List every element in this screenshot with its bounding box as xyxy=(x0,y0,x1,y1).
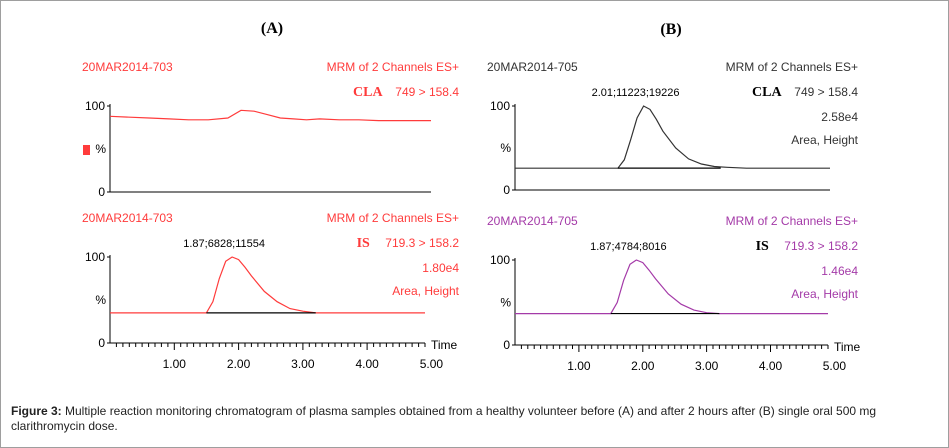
panel-b-xtick-4.00: 4.00 xyxy=(759,359,783,373)
panel-a-channel-2-ytick-0: 0 xyxy=(98,336,105,350)
panel-b-channel-2-ytick-100: 100 xyxy=(490,253,510,267)
panel-b-channel-2-ytick-0: 0 xyxy=(503,338,510,352)
panel-a-channel-1-ytick-0: 0 xyxy=(98,185,105,199)
panel-a-xlabel: Time xyxy=(431,338,458,352)
panel-a-xtick-1.00: 1.00 xyxy=(163,357,187,371)
panel-a-channel-2-transition: 719.3 > 158.2 xyxy=(385,236,459,250)
panel-b-xtick-5.00: 5.00 xyxy=(823,359,847,373)
panel-b-channel-1-ytick-percent: % xyxy=(500,141,511,155)
panel-b-channel-1-trace xyxy=(515,105,830,169)
panel-b-channel-2-intensity: 1.46e4 xyxy=(821,264,858,278)
panel-b-channel-1-sample-name: 20MAR2014-705 xyxy=(487,60,578,74)
panel-a-channel-2-intensity: 1.80e4 xyxy=(422,261,459,275)
panel-a-channel-2-peak-label: 1.87;6828;11554 xyxy=(183,238,265,250)
panel-b-channel-1-analyte: CLA xyxy=(752,85,782,100)
panel-a-channel-1-mrm-label: MRM of 2 Channels ES+ xyxy=(327,60,459,74)
panel-b-title: (B) xyxy=(660,21,681,38)
panel-a-title: (A) xyxy=(261,20,283,37)
panel-a-channel-1-marker-square xyxy=(83,145,90,155)
panel-a-xtick-5.00: 5.00 xyxy=(420,357,444,371)
panel-b-channel-1-peak-label: 2.01;11223;19226 xyxy=(592,87,680,99)
panel-b-channel-1-intensity: 2.58e4 xyxy=(821,110,858,124)
panel-a-channel-2-sample-name: 20MAR2014-703 xyxy=(82,211,173,225)
panel-a-xtick-3.00: 3.00 xyxy=(291,357,315,371)
panel-a-channel-1-analyte: CLA xyxy=(353,85,383,100)
panel-b-channel-1-transition: 749 > 158.4 xyxy=(794,85,858,99)
panel-b-channel-2-peak-label: 1.87;4784;8016 xyxy=(590,241,666,253)
caption-label: Figure 3: xyxy=(11,404,62,418)
panel-a-channel-1-trace xyxy=(109,109,431,122)
panel-a-xtick-4.00: 4.00 xyxy=(355,357,379,371)
panel-a-channel-2-analyte: IS xyxy=(357,236,370,251)
panel-a-channel-2-mode: Area, Height xyxy=(392,284,459,298)
panel-a-channel-1-ytick-100: 100 xyxy=(85,99,105,113)
panel-b-xtick-1.00: 1.00 xyxy=(567,359,591,373)
panel-a-channel-2-ytick-100: 100 xyxy=(85,250,105,264)
panel-b-channel-1-ytick-100: 100 xyxy=(490,99,510,113)
panel-a-channel-1-transition: 749 > 158.4 xyxy=(395,85,459,99)
panel-b-xlabel: Time xyxy=(834,340,861,354)
panel-b-channel-2-analyte: IS xyxy=(756,239,769,254)
panel-b-channel-2-sample-name: 20MAR2014-705 xyxy=(487,214,578,228)
panel-a-channel-1-ytick-percent: % xyxy=(95,142,106,156)
panel-b-xtick-2.00: 2.00 xyxy=(631,359,655,373)
panel-b-channel-2-transition: 719.3 > 158.2 xyxy=(784,239,858,253)
panel-b-xtick-3.00: 3.00 xyxy=(695,359,719,373)
panel-b-channel-2-mode: Area, Height xyxy=(791,287,858,301)
panel-a-channel-1-sample-name: 20MAR2014-703 xyxy=(82,60,173,74)
figure-caption: Figure 3: Multiple reaction monitoring c… xyxy=(11,404,941,434)
caption-text: Multiple reaction monitoring chromatogra… xyxy=(11,404,877,433)
panel-b-channel-1-mode: Area, Height xyxy=(791,133,858,147)
panel-b-channel-2-mrm-label: MRM of 2 Channels ES+ xyxy=(726,214,858,228)
panel-a-channel-2-mrm-label: MRM of 2 Channels ES+ xyxy=(327,211,459,225)
panel-a-channel-2-ytick-percent: % xyxy=(95,293,106,307)
panel-b-channel-2-ytick-percent: % xyxy=(500,296,511,310)
panel-b-channel-1-ytick-0: 0 xyxy=(503,183,510,197)
panel-a-channel-2-trace xyxy=(110,256,425,314)
panel-a-xtick-2.00: 2.00 xyxy=(227,357,251,371)
panel-b-channel-2-trace xyxy=(515,259,828,315)
panel-b-channel-1-mrm-label: MRM of 2 Channels ES+ xyxy=(726,60,858,74)
